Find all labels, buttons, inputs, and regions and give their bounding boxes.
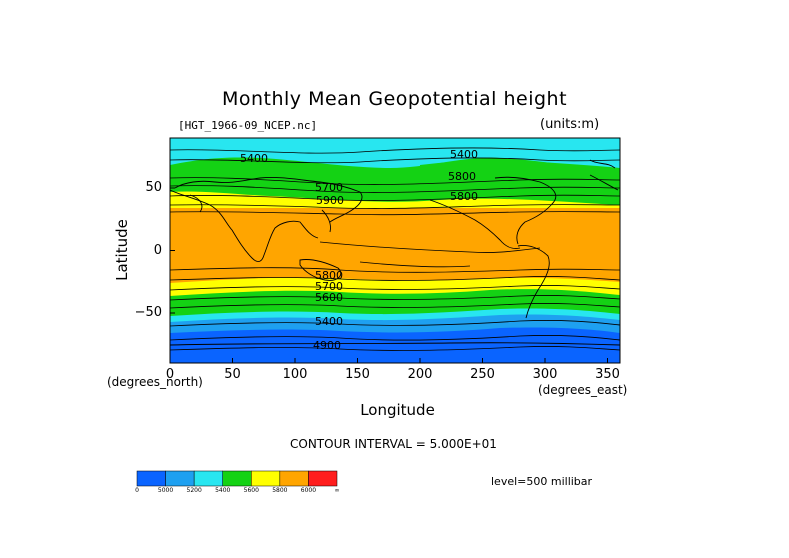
y-tick-marks bbox=[170, 187, 175, 314]
x-axis-units: (degrees_east) bbox=[538, 383, 628, 397]
colorbar-swatch bbox=[165, 470, 195, 487]
contour-interval-label: CONTOUR INTERVAL = 5.000E+01 bbox=[290, 437, 497, 451]
colorbar-label: 5000 bbox=[157, 487, 174, 494]
contour-label: 5700 bbox=[315, 181, 343, 194]
filled-contours bbox=[170, 138, 620, 363]
contour-label: 5900 bbox=[316, 194, 344, 207]
x-tick-marks bbox=[169, 358, 608, 363]
colorbar-label: 5200 bbox=[186, 487, 202, 494]
colorbar-label: 5600 bbox=[243, 487, 259, 494]
colorbar-label: 5800 bbox=[272, 487, 288, 494]
contour-label: 5400 bbox=[240, 152, 268, 165]
colorbar-swatch bbox=[136, 470, 166, 487]
colorbar-label: ∞ bbox=[334, 487, 340, 494]
x-tick-label: 300 bbox=[532, 367, 558, 382]
x-tick-label: 250 bbox=[470, 367, 495, 382]
y-axis-units: (degrees_north) bbox=[107, 375, 203, 389]
colorbar-swatch bbox=[193, 470, 223, 487]
contour-label: 5800 bbox=[448, 170, 476, 183]
x-tick-label: 350 bbox=[595, 367, 620, 382]
y-tick-label: 0 bbox=[153, 242, 162, 258]
x-axis-label: Longitude bbox=[360, 401, 435, 419]
contour-label: 5800 bbox=[450, 190, 478, 203]
contour-label: 5800 bbox=[315, 269, 343, 282]
colorbar bbox=[136, 470, 338, 487]
level-label: level=500 millibar bbox=[491, 475, 593, 488]
y-axis-label: Latitude bbox=[113, 219, 131, 281]
x-tick-label: 150 bbox=[345, 367, 370, 382]
y-tick-label: 50 bbox=[145, 180, 162, 195]
contour-label: 5400 bbox=[450, 148, 478, 161]
contour-label: 4900 bbox=[313, 339, 341, 352]
colorbar-swatch bbox=[251, 470, 281, 487]
contour-label: 5600 bbox=[315, 291, 343, 304]
colorbar-swatch bbox=[308, 470, 338, 487]
x-tick-label: 100 bbox=[282, 367, 308, 382]
colorbar-label: 5400 bbox=[215, 487, 231, 494]
x-tick-label: 50 bbox=[224, 367, 241, 382]
x-tick-label: 200 bbox=[407, 367, 433, 382]
contour-label-group: 5400 5700 5400 5800 5800 5900 5800 5700 … bbox=[240, 148, 478, 352]
map-title: Monthly Mean Geopotential height bbox=[221, 88, 568, 110]
colorbar-swatch bbox=[222, 470, 252, 487]
contour-label: 5400 bbox=[315, 315, 343, 328]
x-tick-label: 0 bbox=[165, 367, 175, 382]
colorbar-label: 0 bbox=[135, 487, 139, 494]
y-tick-label: −50 bbox=[134, 305, 162, 320]
colorbar-label: 6000 bbox=[300, 487, 317, 494]
contour-label: 5700 bbox=[315, 280, 343, 293]
coastlines bbox=[170, 159, 620, 346]
file-name-label: [HGT_1966-09_NCEP.nc] bbox=[178, 119, 318, 132]
colorbar-swatch bbox=[279, 470, 309, 487]
units-label: (units:m) bbox=[540, 117, 600, 132]
